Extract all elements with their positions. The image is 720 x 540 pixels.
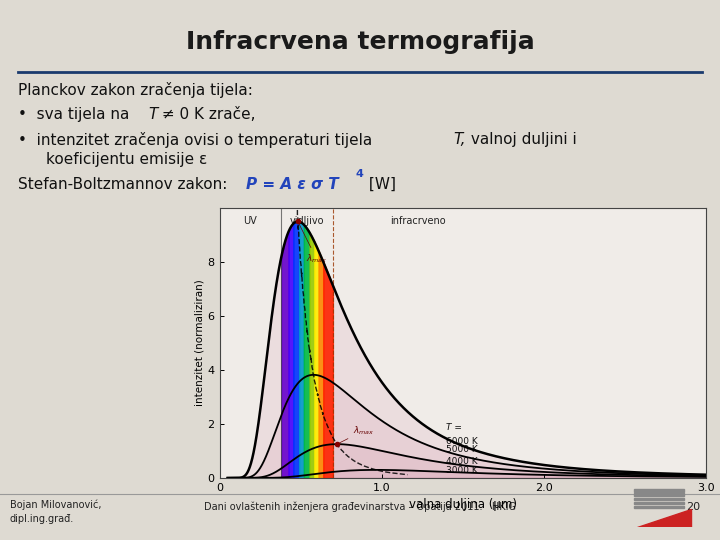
Text: •  sva tijela na: • sva tijela na (18, 107, 134, 122)
Text: $\lambda_{max}$: $\lambda_{max}$ (299, 224, 328, 265)
Text: ≠ 0 K zrače,: ≠ 0 K zrače, (157, 107, 256, 122)
Y-axis label: intenzitet (normaliziran): intenzitet (normaliziran) (195, 280, 204, 406)
FancyBboxPatch shape (634, 497, 684, 500)
Text: $\lambda_{max}$: $\lambda_{max}$ (340, 424, 374, 443)
Text: infracrveno: infracrveno (390, 216, 446, 226)
Text: Stefan-Boltzmannov zakon:: Stefan-Boltzmannov zakon: (18, 177, 233, 192)
FancyBboxPatch shape (634, 494, 684, 496)
Text: T =: T = (446, 423, 462, 432)
Text: 3000 K: 3000 K (446, 466, 478, 475)
Text: koeficijentu emisije ε: koeficijentu emisije ε (46, 152, 207, 167)
Text: •  intenzitet zračenja ovisi o temperaturi tijela: • intenzitet zračenja ovisi o temperatur… (18, 132, 377, 148)
Text: vidljivo: vidljivo (290, 216, 324, 226)
FancyBboxPatch shape (634, 489, 684, 492)
Text: Infracrvena termografija: Infracrvena termografija (186, 30, 534, 54)
Text: 5000 K: 5000 K (446, 445, 478, 454)
Text: Dani ovlaštenih inženjera građevinarstva – Opatija 2011.   HKIG: Dani ovlaštenih inženjera građevinarstva… (204, 502, 516, 512)
Text: [W]: [W] (364, 177, 396, 192)
Text: T,: T, (453, 132, 466, 147)
Text: 4000 K: 4000 K (446, 457, 478, 466)
Text: T: T (148, 107, 158, 122)
FancyBboxPatch shape (634, 502, 684, 504)
Text: Planckov zakon zračenja tijela:: Planckov zakon zračenja tijela: (18, 82, 253, 98)
Text: 20: 20 (686, 502, 700, 512)
Text: UV: UV (243, 216, 257, 226)
Text: dipl.ing.građ.: dipl.ing.građ. (10, 514, 74, 524)
Text: valnoj duljini i: valnoj duljini i (466, 132, 577, 147)
FancyBboxPatch shape (634, 505, 684, 508)
Polygon shape (637, 510, 691, 526)
Text: 4: 4 (355, 169, 363, 179)
Text: Bojan Milovanović,: Bojan Milovanović, (10, 500, 102, 510)
X-axis label: valna duljina (μm): valna duljina (μm) (409, 498, 517, 511)
Text: P = A ε σ T: P = A ε σ T (246, 177, 338, 192)
Text: 6000 K: 6000 K (446, 437, 478, 445)
